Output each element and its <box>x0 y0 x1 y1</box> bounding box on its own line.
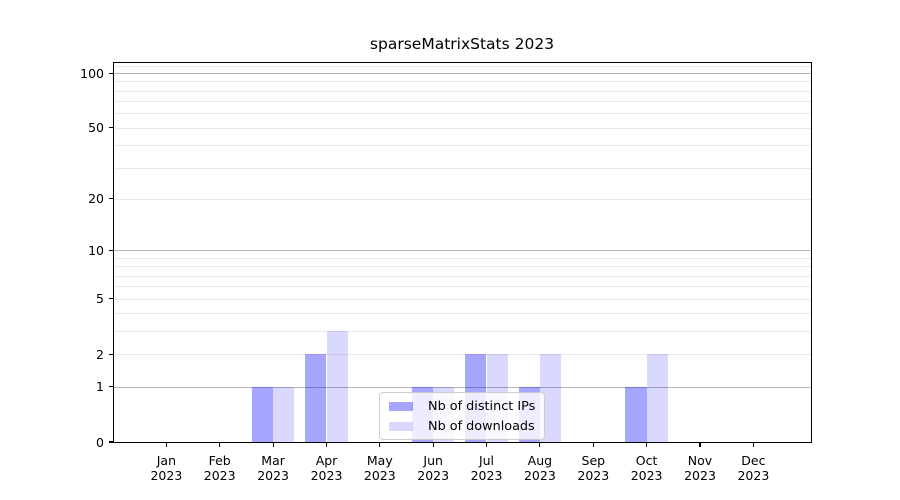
y-tick-label: 50 <box>88 120 104 136</box>
y-tick-label: 10 <box>88 242 104 258</box>
x-tick-label: Jul 2023 <box>470 453 503 483</box>
legend-label-distinct-ips: Nb of distinct IPs <box>428 398 536 414</box>
x-tick-label: Jan 2023 <box>150 453 183 483</box>
major-gridline <box>113 73 811 75</box>
x-tick-label: May 2023 <box>363 453 396 483</box>
x-tick-label: Nov 2023 <box>684 453 716 483</box>
minor-gridline <box>113 145 811 147</box>
minor-gridline <box>113 101 811 103</box>
x-tick <box>219 442 221 447</box>
bar-distinct-ips-mar-2023 <box>251 386 273 442</box>
legend: Nb of distinct IPs Nb of downloads <box>379 392 546 440</box>
y-tick <box>108 353 113 355</box>
minor-gridline <box>113 298 811 300</box>
chart-title: sparseMatrixStats 2023 <box>369 35 555 53</box>
minor-gridline <box>113 90 811 92</box>
x-tick <box>432 442 434 447</box>
minor-gridline <box>113 167 811 169</box>
y-tick <box>108 298 113 300</box>
x-tick-label: Oct 2023 <box>630 453 663 483</box>
bar-distinct-ips-apr-2023 <box>305 354 327 442</box>
x-tick <box>699 442 701 447</box>
major-gridline <box>113 250 811 252</box>
minor-gridline <box>113 266 811 268</box>
x-tick <box>592 442 594 447</box>
y-tick <box>108 198 113 200</box>
x-tick-label: Sep 2023 <box>577 453 610 483</box>
x-tick <box>485 442 488 447</box>
y-tick <box>108 127 113 129</box>
major-gridline <box>113 386 811 388</box>
x-tick-label: Jun 2023 <box>417 453 450 483</box>
x-tick-label: Mar 2023 <box>257 453 289 483</box>
minor-gridline <box>113 313 811 315</box>
x-tick <box>272 442 274 447</box>
x-tick <box>325 442 328 447</box>
legend-swatch-downloads <box>389 421 413 431</box>
minor-gridline <box>113 113 811 115</box>
minor-gridline <box>113 286 811 288</box>
bar-distinct-ips-oct-2023 <box>625 386 647 442</box>
bar-downloads-apr-2023 <box>326 331 348 442</box>
x-tick <box>752 442 754 447</box>
x-tick <box>379 442 381 447</box>
minor-gridline <box>113 354 811 356</box>
minor-gridline <box>113 275 811 277</box>
bar-downloads-aug-2023 <box>539 354 562 442</box>
y-tick <box>108 249 113 251</box>
y-tick <box>108 72 113 74</box>
x-tick-label: Dec 2023 <box>737 453 770 483</box>
bar-downloads-mar-2023 <box>273 386 295 442</box>
y-tick-label: 0 <box>96 434 104 450</box>
minor-gridline <box>113 257 811 259</box>
minor-gridline <box>113 65 811 67</box>
y-tick-label: 20 <box>88 191 104 207</box>
y-tick-label: 1 <box>96 379 104 395</box>
bar-downloads-oct-2023 <box>646 354 668 442</box>
minor-gridline <box>113 198 811 200</box>
x-tick <box>539 442 541 447</box>
x-tick-label: Apr 2023 <box>310 453 343 483</box>
y-tick-label: 100 <box>80 65 104 81</box>
legend-item-distinct-ips: Nb of distinct IPs <box>389 398 535 414</box>
y-tick-label: 2 <box>96 346 104 362</box>
x-tick <box>646 442 648 447</box>
y-tick-label: 5 <box>96 291 104 307</box>
x-tick-label: Feb 2023 <box>203 453 236 483</box>
minor-gridline <box>113 331 811 333</box>
x-tick-label: Aug 2023 <box>523 453 556 483</box>
y-tick <box>108 386 113 388</box>
legend-label-downloads: Nb of downloads <box>428 418 535 434</box>
legend-swatch-distinct-ips <box>389 401 413 411</box>
legend-item-downloads: Nb of downloads <box>389 418 535 434</box>
y-tick <box>108 441 113 443</box>
minor-gridline <box>113 127 811 129</box>
minor-gridline <box>113 81 811 83</box>
x-tick <box>165 442 167 447</box>
